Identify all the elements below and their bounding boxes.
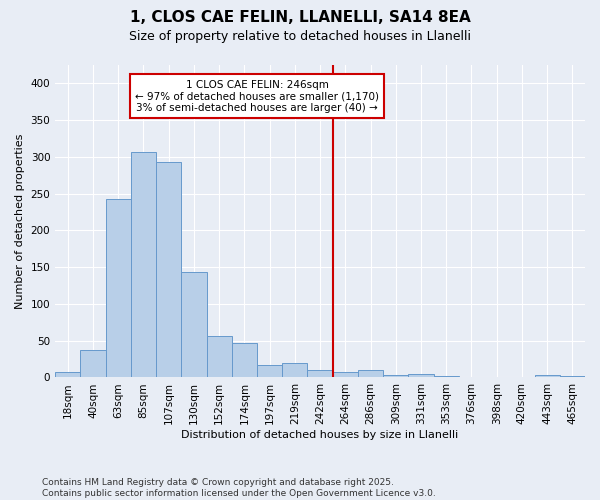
Bar bbox=[307, 370, 332, 378]
Bar bbox=[560, 376, 585, 378]
Y-axis label: Number of detached properties: Number of detached properties bbox=[15, 134, 25, 309]
Bar bbox=[332, 372, 358, 378]
Text: 1 CLOS CAE FELIN: 246sqm
← 97% of detached houses are smaller (1,170)
3% of semi: 1 CLOS CAE FELIN: 246sqm ← 97% of detach… bbox=[135, 80, 379, 113]
Bar bbox=[409, 374, 434, 378]
Bar bbox=[434, 376, 459, 378]
Bar bbox=[535, 376, 560, 378]
Bar bbox=[55, 372, 80, 378]
Bar bbox=[80, 350, 106, 378]
Bar bbox=[232, 343, 257, 378]
Bar bbox=[282, 363, 307, 378]
X-axis label: Distribution of detached houses by size in Llanelli: Distribution of detached houses by size … bbox=[181, 430, 459, 440]
Bar bbox=[383, 374, 409, 378]
Bar bbox=[459, 376, 484, 378]
Bar bbox=[106, 199, 131, 378]
Bar bbox=[257, 365, 282, 378]
Bar bbox=[131, 152, 156, 378]
Bar bbox=[206, 336, 232, 378]
Bar bbox=[156, 162, 181, 378]
Text: Contains HM Land Registry data © Crown copyright and database right 2025.
Contai: Contains HM Land Registry data © Crown c… bbox=[42, 478, 436, 498]
Bar bbox=[181, 272, 206, 378]
Text: Size of property relative to detached houses in Llanelli: Size of property relative to detached ho… bbox=[129, 30, 471, 43]
Bar bbox=[358, 370, 383, 378]
Text: 1, CLOS CAE FELIN, LLANELLI, SA14 8EA: 1, CLOS CAE FELIN, LLANELLI, SA14 8EA bbox=[130, 10, 470, 25]
